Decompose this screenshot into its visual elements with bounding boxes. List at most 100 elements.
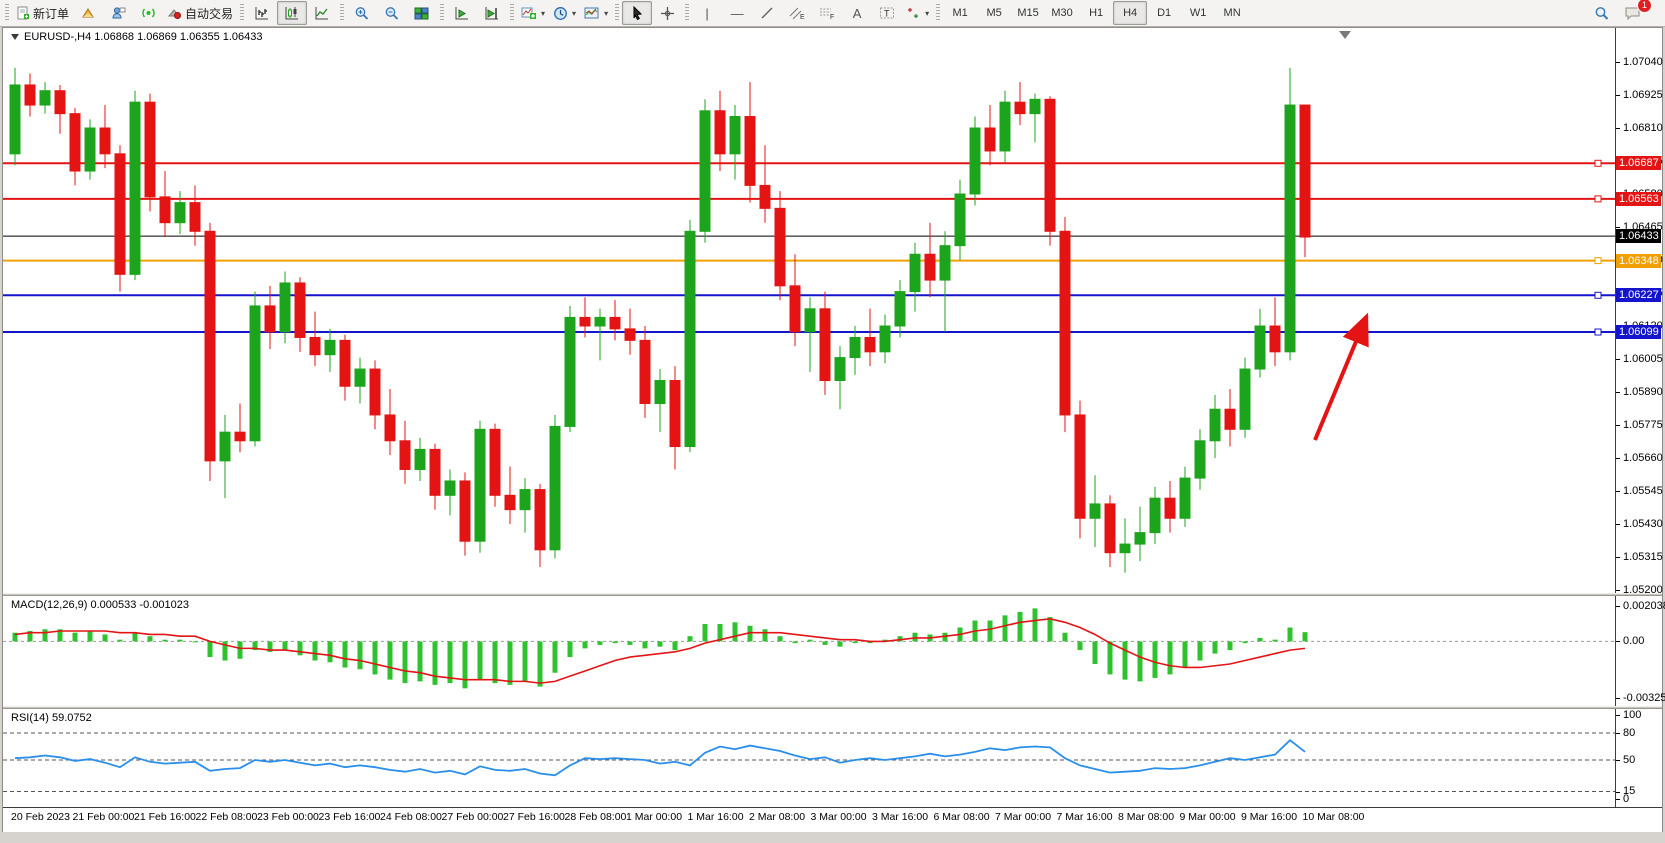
hline-handle[interactable] (1594, 328, 1602, 336)
text-label-tool-button[interactable]: T (872, 1, 902, 25)
candle-body (309, 336, 321, 356)
candle-body (144, 101, 156, 198)
price-axis[interactable]: 1.070401.069251.068101.066951.065801.064… (1615, 28, 1663, 596)
timeframe-h1-button[interactable]: H1 (1089, 7, 1104, 19)
candle-body (999, 101, 1011, 152)
hline-handle[interactable] (1594, 257, 1602, 265)
candle-body (1074, 414, 1086, 519)
candle-body (99, 127, 111, 155)
indicators-dropdown-caret: ▾ (541, 8, 546, 18)
search-button[interactable] (1587, 1, 1617, 25)
price-tick (1616, 491, 1620, 492)
candle-body (459, 480, 471, 542)
cursor-button[interactable] (622, 1, 653, 25)
macd-histogram-bar (627, 641, 633, 645)
time-axis-label: 3 Mar 00:00 (810, 811, 867, 823)
macd-histogram-bar (537, 641, 543, 687)
timeframe-m5-button[interactable]: M5 (986, 7, 1002, 19)
arrows-tool-button[interactable]: ▾ (902, 1, 933, 25)
toolbar-grip[interactable] (5, 4, 9, 22)
notifications-button[interactable]: 1 (1617, 0, 1652, 25)
vertical-line-tool-button[interactable]: | (692, 1, 722, 25)
rsi-canvas[interactable] (3, 709, 1615, 807)
periods-button[interactable]: ▾ (549, 1, 580, 25)
auto-scroll-button[interactable] (447, 1, 477, 25)
macd-histogram-bar (777, 636, 783, 642)
time-axis-label: 7 Mar 16:00 (1056, 811, 1113, 823)
macd-histogram-bar (162, 639, 168, 642)
candle-body (609, 316, 621, 330)
pane-splitter[interactable] (3, 706, 1662, 709)
toolbar-grip[interactable] (685, 4, 690, 22)
auto-trading-button[interactable]: 自动交易 (163, 1, 237, 25)
chart-shift-marker[interactable] (1339, 31, 1351, 39)
price-tick (1616, 227, 1620, 228)
pane-splitter[interactable] (3, 593, 1662, 596)
up-arrow-annotation[interactable] (1313, 312, 1369, 441)
macd-histogram-bar (282, 641, 288, 651)
toolbar-grip[interactable] (615, 4, 620, 22)
hline-handle[interactable] (1594, 291, 1602, 299)
templates-button[interactable]: ▾ (580, 1, 612, 25)
toolbar-grip[interactable] (440, 4, 445, 22)
macd-histogram-bar (1272, 639, 1278, 642)
macd-histogram-bar (342, 641, 348, 668)
crosshair-button[interactable] (652, 1, 682, 25)
candlestick-chart-button[interactable] (277, 1, 308, 25)
timeframe-m1-button[interactable]: M1 (952, 7, 968, 19)
timeframe-h4-button[interactable]: H4 (1113, 1, 1148, 25)
timeframe-d1-button[interactable]: D1 (1157, 7, 1172, 19)
macd-axis[interactable]: 0.002038 0.00 -0.003256 (1615, 596, 1665, 706)
macd-histogram-bar (297, 641, 303, 656)
one-click-trading-toggle-icon[interactable] (11, 34, 19, 40)
macd-histogram-bar (417, 641, 423, 682)
macd-histogram-bar (717, 624, 723, 642)
tile-windows-button[interactable] (407, 1, 437, 25)
hline-handle[interactable] (1594, 159, 1602, 167)
toolbar-grip[interactable] (340, 4, 345, 22)
macd-pane: MACD(12,26,9) 0.000533 -0.001023 0.00203… (3, 596, 1665, 706)
text-tool-button[interactable]: A (842, 1, 872, 25)
zoom-out-button[interactable] (377, 1, 407, 25)
line-chart-button[interactable] (307, 1, 337, 25)
chart-shift-button[interactable] (477, 1, 507, 25)
fibonacci-tool-button[interactable]: F (812, 1, 842, 25)
rsi-axis[interactable]: 100 80 50 15 0 (1615, 709, 1662, 807)
horizontal-line-tool-button[interactable]: — (722, 1, 752, 25)
macd-histogram-bar (267, 641, 273, 652)
current-price-badge: 1.06433 (1616, 229, 1661, 244)
candle-body (579, 316, 591, 327)
market-watch-button[interactable] (73, 1, 103, 25)
main-chart-canvas[interactable] (3, 28, 1615, 593)
new-order-button[interactable]: 新订单 (12, 1, 73, 25)
candle-body (954, 193, 966, 247)
candle-body (444, 480, 456, 496)
price-tick-label: 1.05315 (1623, 550, 1663, 563)
zoom-in-button[interactable] (347, 1, 377, 25)
price-tick-label: 1.06925 (1623, 88, 1663, 101)
hline-handle[interactable] (1594, 195, 1602, 203)
templates-dropdown-caret: ▾ (604, 8, 609, 18)
toolbar-grip[interactable] (510, 4, 515, 22)
indicators-button[interactable]: ▾ (517, 1, 549, 25)
timeframe-m30-button[interactable]: M30 (1051, 7, 1073, 19)
timeframe-mn-button[interactable]: MN (1223, 7, 1241, 19)
trendline-tool-button[interactable] (752, 1, 782, 25)
toolbar-grip[interactable] (240, 4, 245, 22)
signals-button[interactable] (133, 1, 163, 25)
macd-histogram-bar (372, 641, 378, 675)
candle-body (1224, 408, 1236, 430)
profile-button[interactable] (103, 1, 133, 25)
timeframe-w1-button[interactable]: W1 (1189, 7, 1207, 19)
macd-histogram-bar (882, 639, 888, 642)
toolbar-grip[interactable] (936, 4, 941, 22)
macd-histogram-bar (477, 641, 483, 680)
macd-canvas[interactable] (3, 596, 1615, 706)
timeframe-m15-button[interactable]: M15 (1017, 7, 1039, 19)
macd-tick (1616, 698, 1620, 699)
bar-chart-button[interactable] (247, 1, 277, 25)
main-chart-pane: EURUSD-,H4 1.06868 1.06869 1.06355 1.064… (3, 28, 1663, 596)
time-axis-label: 1 Mar 16:00 (687, 811, 744, 823)
equidistant-channel-tool-button[interactable]: E (782, 1, 812, 25)
time-axis[interactable]: 20 Feb 2023 21 Feb 00:00 21 Feb 16:00 22 Fe… (3, 807, 1662, 832)
